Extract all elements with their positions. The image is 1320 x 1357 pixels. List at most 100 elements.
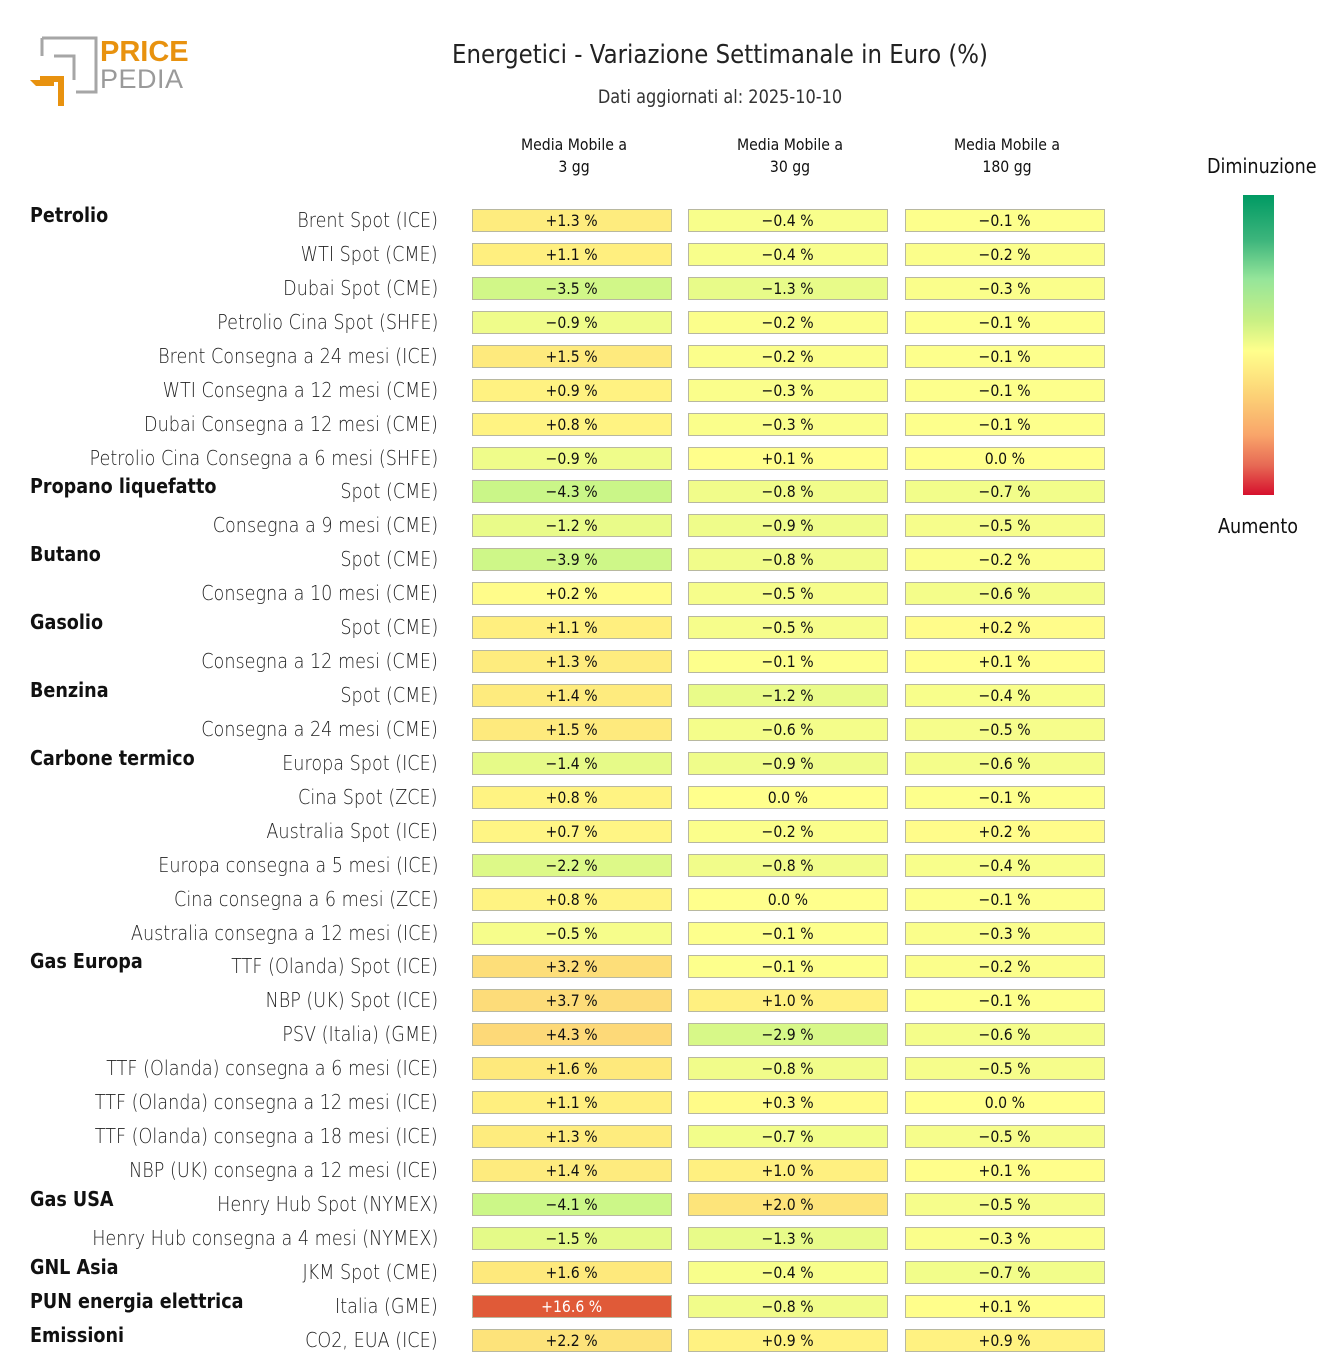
heatmap-cell: +3.7 % <box>472 989 672 1013</box>
group-label: Propano liquefatto <box>30 474 217 499</box>
cell-value-label: −1.2 % <box>761 686 815 706</box>
heatmap-cell: −0.5 % <box>905 514 1105 538</box>
cell-value-label: −1.2 % <box>545 516 599 536</box>
row-label: Petrolio Cina Spot (SHFE) <box>216 309 438 334</box>
cell-value-label: −4.1 % <box>545 1194 599 1214</box>
row-label: Petrolio Cina Consegna a 6 mesi (SHFE) <box>89 445 438 470</box>
legend-top-label: Diminuzione <box>1206 154 1317 178</box>
row-label: WTI Consegna a 12 mesi (CME) <box>162 377 438 402</box>
heatmap-cell: −0.1 % <box>905 989 1105 1013</box>
heatmap-cell: −0.5 % <box>905 717 1105 741</box>
heatmap-cell: −1.4 % <box>472 751 672 775</box>
heatmap-cell: 0.0 % <box>905 446 1105 470</box>
cell-value-label: +1.1 % <box>545 1093 599 1113</box>
cell-value-label: −0.6 % <box>761 719 815 739</box>
heatmap-cell: −2.2 % <box>472 853 672 877</box>
heatmap-cell: −0.7 % <box>688 1125 888 1149</box>
heatmap-cell: 0.0 % <box>905 1091 1105 1115</box>
heatmap-cell: +16.6 % <box>472 1294 672 1318</box>
heatmap-cell: −0.8 % <box>688 1294 888 1318</box>
heatmap-cell: +1.1 % <box>472 1091 672 1115</box>
cell-value-label: +1.1 % <box>545 244 599 264</box>
heatmap-cell: +0.7 % <box>472 819 672 843</box>
column-header: Media Mobile a 180 gg <box>918 134 1096 178</box>
cell-value-label: −1.5 % <box>545 1228 599 1248</box>
heatmap-cell: +0.2 % <box>905 819 1105 843</box>
row-label: Spot (CME) <box>340 615 438 640</box>
cell-value-label: −0.4 % <box>978 855 1032 875</box>
heatmap-cell: −0.3 % <box>905 1226 1105 1250</box>
heatmap-cell: −0.5 % <box>905 1192 1105 1216</box>
cell-value-label: −0.3 % <box>978 1228 1032 1248</box>
cell-value-label: +0.1 % <box>978 1296 1032 1316</box>
cell-value-label: −0.8 % <box>761 1296 815 1316</box>
heatmap-cell: +1.3 % <box>472 1125 672 1149</box>
cell-value-label: −0.5 % <box>761 618 815 638</box>
heatmap-cell: −2.9 % <box>688 1023 888 1047</box>
heatmap-cell: −0.9 % <box>688 751 888 775</box>
heatmap-cell: +0.3 % <box>688 1091 888 1115</box>
heatmap-cell: −0.5 % <box>688 582 888 606</box>
heatmap-cell: +0.2 % <box>905 616 1105 640</box>
heatmap-cell: −0.9 % <box>688 514 888 538</box>
cell-value-label: +1.0 % <box>761 1161 815 1181</box>
cell-value-label: +0.1 % <box>978 1161 1032 1181</box>
row-label: Dubai Consegna a 12 mesi (CME) <box>144 411 438 436</box>
logo-text-price: PRICE <box>100 36 189 68</box>
row-label: Cina Spot (ZCE) <box>298 784 438 809</box>
cell-value-label: −0.3 % <box>978 278 1032 298</box>
row-label: Consegna a 12 mesi (CME) <box>201 649 438 674</box>
cell-value-label: +1.6 % <box>545 1262 599 1282</box>
cell-value-label: −0.8 % <box>761 550 815 570</box>
cell-value-label: +0.8 % <box>545 787 599 807</box>
cell-value-label: −0.3 % <box>978 923 1032 943</box>
cell-value-label: −0.3 % <box>761 414 815 434</box>
row-label: NBP (UK) Spot (ICE) <box>265 988 438 1013</box>
cell-value-label: −0.1 % <box>978 787 1032 807</box>
cell-value-label: −0.1 % <box>761 652 815 672</box>
heatmap-cell: −0.6 % <box>905 751 1105 775</box>
cell-value-label: −0.5 % <box>978 1194 1032 1214</box>
heatmap-cell: +0.2 % <box>472 582 672 606</box>
cell-value-label: −0.5 % <box>545 923 599 943</box>
row-label: Australia consegna a 12 mesi (ICE) <box>130 920 438 945</box>
heatmap-cell: +1.0 % <box>688 989 888 1013</box>
cell-value-label: +1.3 % <box>545 1127 599 1147</box>
heatmap-cell: −0.9 % <box>472 310 672 334</box>
row-label: Consegna a 10 mesi (CME) <box>201 581 438 606</box>
heatmap-cell: −0.3 % <box>905 276 1105 300</box>
cell-value-label: +4.3 % <box>545 1025 599 1045</box>
heatmap-cell: −0.1 % <box>905 310 1105 334</box>
row-label: TTF (Olanda) Spot (ICE) <box>231 954 438 979</box>
cell-value-label: −0.7 % <box>978 482 1032 502</box>
cell-value-label: −0.2 % <box>978 550 1032 570</box>
row-label: Italia (GME) <box>335 1293 438 1318</box>
row-label: Henry Hub consegna a 4 mesi (NYMEX) <box>91 1225 438 1250</box>
cell-value-label: −0.8 % <box>761 1059 815 1079</box>
cell-value-label: −0.7 % <box>761 1127 815 1147</box>
row-label: Cina consegna a 6 mesi (ZCE) <box>173 886 438 911</box>
heatmap-cell: +0.9 % <box>905 1328 1105 1352</box>
cell-value-label: +0.1 % <box>978 652 1032 672</box>
cell-value-label: +0.9 % <box>545 380 599 400</box>
cell-value-label: −4.3 % <box>545 482 599 502</box>
heatmap-cell: −0.4 % <box>688 1260 888 1284</box>
heatmap-cell: +0.1 % <box>688 446 888 470</box>
heatmap-cell: +0.9 % <box>472 378 672 402</box>
column-header-line: Media Mobile a <box>736 135 844 154</box>
heatmap-cell: −3.9 % <box>472 548 672 572</box>
heatmap-cell: −0.1 % <box>905 785 1105 809</box>
cell-value-label: +1.5 % <box>545 719 599 739</box>
heatmap-cell: −0.5 % <box>905 1057 1105 1081</box>
cell-value-label: +2.0 % <box>761 1194 815 1214</box>
cell-value-label: +2.2 % <box>545 1330 599 1350</box>
cell-value-label: −0.5 % <box>761 584 815 604</box>
cell-value-label: +0.8 % <box>545 414 599 434</box>
heatmap-cell: +1.1 % <box>472 242 672 266</box>
heatmap-cell: +1.3 % <box>472 209 672 232</box>
cell-value-label: +0.7 % <box>545 821 599 841</box>
heatmap-cell: +0.8 % <box>472 412 672 436</box>
row-label: NBP (UK) consegna a 12 mesi (ICE) <box>129 1158 438 1183</box>
group-label: GNL Asia <box>30 1254 119 1279</box>
group-label: Benzina <box>30 678 109 703</box>
